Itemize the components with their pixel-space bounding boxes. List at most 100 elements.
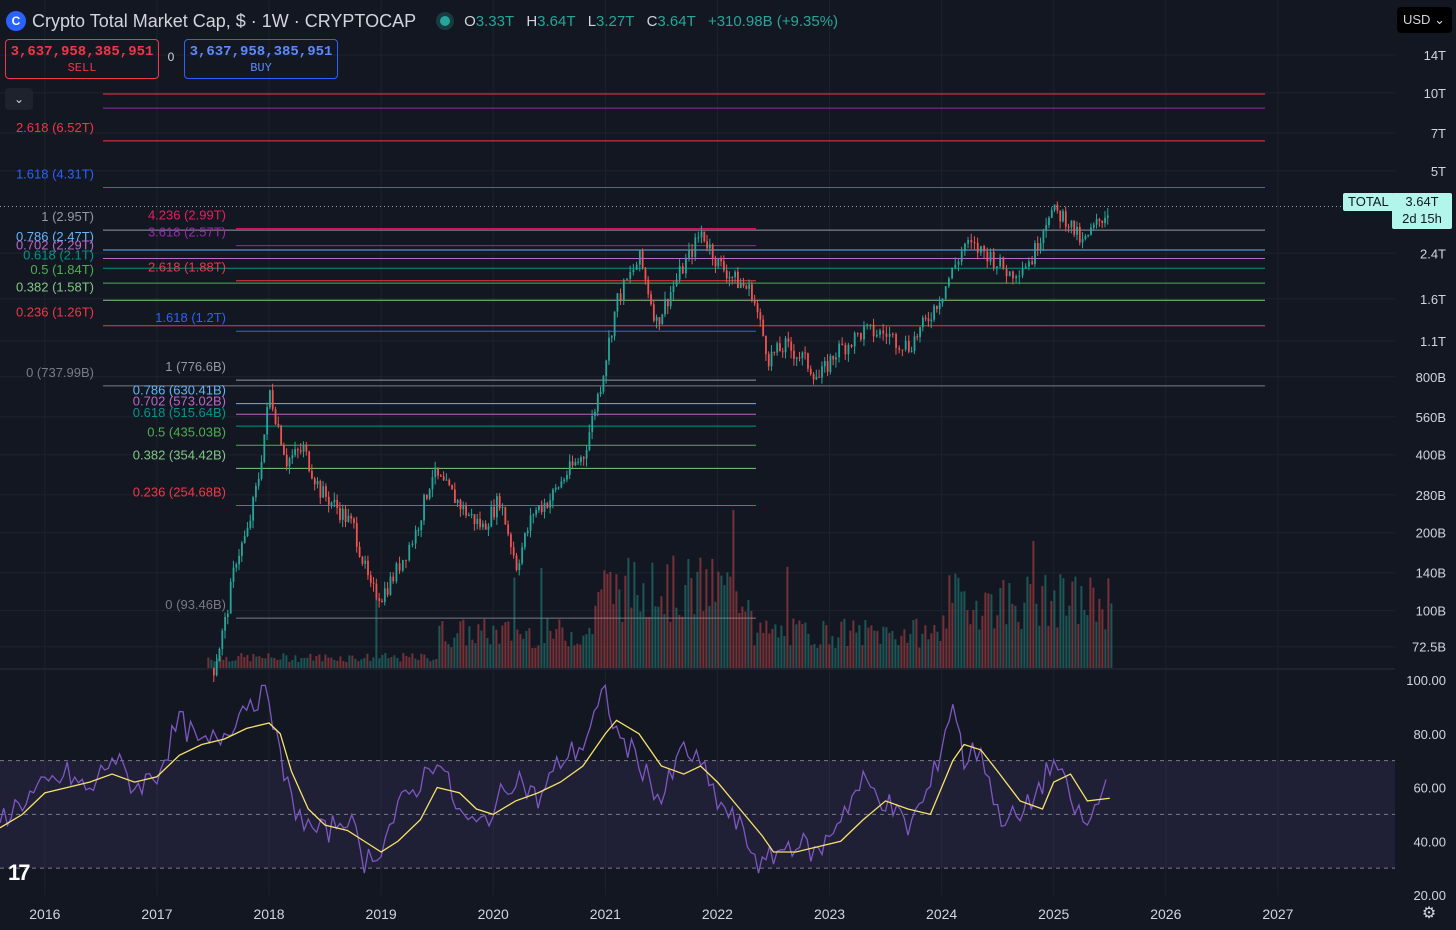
candle-body (479, 518, 482, 528)
candle-body (616, 293, 619, 312)
x-tick-label: 2023 (814, 906, 845, 922)
y-tick-label: 400B (1416, 448, 1446, 463)
volume-bar (633, 561, 636, 668)
candle-body (895, 333, 897, 348)
volume-bar (474, 643, 477, 668)
volume-bar (1059, 574, 1062, 668)
candle-body (330, 502, 333, 505)
volume-bar (255, 656, 258, 668)
volume-bar (690, 578, 693, 668)
volume-bar (882, 626, 885, 668)
candle-body (596, 394, 599, 412)
candle-body (875, 334, 878, 337)
collapse-legend-button[interactable]: ⌄ (5, 88, 33, 110)
volume-bar (1032, 540, 1035, 668)
candle-body (411, 543, 414, 545)
rsi-ma-line (0, 719, 1110, 853)
candle-body (299, 450, 302, 452)
candle-body (901, 349, 904, 351)
volume-bar (1005, 624, 1008, 668)
x-tick-label: 2019 (366, 906, 397, 922)
volume-bar (1095, 621, 1098, 668)
volume-bar (1074, 576, 1077, 668)
volume-bar (621, 621, 624, 668)
candle-body (490, 506, 493, 527)
volume-bar (630, 607, 633, 668)
candle-body (725, 270, 728, 279)
candle-body (691, 249, 694, 257)
volume-bar (666, 564, 669, 668)
volume-bar (429, 661, 432, 668)
x-tick-label: 2026 (1150, 906, 1181, 922)
tradingview-logo[interactable]: 17 (8, 860, 31, 885)
candle-body (1002, 257, 1005, 269)
gear-icon[interactable]: ⚙ (1421, 905, 1437, 922)
y-tick-label: 100B (1416, 604, 1446, 619)
candle-body (793, 350, 795, 359)
volume-bar (849, 630, 852, 668)
volume-bar (999, 588, 1002, 668)
volume-bar (579, 644, 582, 668)
currency-select[interactable]: USD ⌄ (1397, 7, 1452, 33)
volume-bar (450, 647, 453, 668)
volume-bar (453, 637, 456, 668)
candle-body (266, 407, 269, 435)
volume-bar (762, 632, 765, 668)
candle-body (442, 476, 445, 481)
candle-body (711, 244, 714, 260)
candle-body (826, 360, 829, 372)
volume-bar (297, 661, 300, 668)
buy-label: BUY (250, 61, 272, 75)
sell-button[interactable]: 3,637,958,385,951 SELL (5, 39, 159, 79)
volume-bar (456, 633, 459, 668)
volume-bar (576, 643, 579, 668)
volume-bar (957, 577, 960, 668)
volume-bar (597, 591, 600, 668)
volume-bar (522, 638, 525, 668)
volume-bar (432, 659, 435, 668)
candle-body (924, 317, 927, 319)
y-tick-label: 1.6T (1420, 292, 1446, 307)
candle-body (970, 239, 973, 243)
candle-body (986, 251, 989, 262)
candle-body (347, 515, 350, 522)
candle-body (232, 567, 235, 582)
candle-body (563, 479, 566, 482)
rsi-line (0, 683, 1107, 874)
y-tick-label: 200B (1416, 526, 1446, 541)
volume-bar (1110, 603, 1113, 668)
candle-body (734, 271, 737, 278)
volume-bar (420, 653, 423, 668)
volume-bar (1056, 627, 1059, 668)
volume-bar (438, 625, 441, 668)
candle-body (697, 237, 700, 239)
candle-body (784, 338, 787, 353)
buy-button[interactable]: 3,637,958,385,951 BUY (184, 39, 338, 79)
volume-bar (264, 658, 267, 668)
volume-bar (1062, 578, 1065, 668)
volume-bar (717, 571, 720, 668)
open-value: 3.33T (475, 12, 515, 30)
low-value: 3.27T (596, 12, 635, 30)
candle-body (675, 279, 678, 286)
candle-body (327, 496, 330, 505)
candle-body (420, 520, 423, 530)
volume-bar (378, 658, 381, 668)
volume-bar (951, 602, 954, 668)
volume-bar (816, 647, 819, 668)
volume-bar (1020, 628, 1023, 668)
candle-body (459, 500, 462, 510)
fib-label-outer: 0.236 (1.26T) (16, 305, 94, 320)
candle-body (776, 343, 779, 353)
volume-bar (1068, 605, 1071, 668)
symbol-title[interactable]: Crypto Total Market Cap, $ · 1W · CRYPTO… (32, 10, 417, 31)
volume-bar (948, 575, 951, 668)
volume-bar (954, 573, 957, 668)
x-tick-label: 2017 (141, 906, 172, 922)
candle-body (781, 351, 784, 353)
candle-body (807, 353, 809, 369)
sell-label: SELL (67, 61, 97, 75)
volume-bar (924, 625, 927, 668)
candle-body (756, 303, 759, 313)
